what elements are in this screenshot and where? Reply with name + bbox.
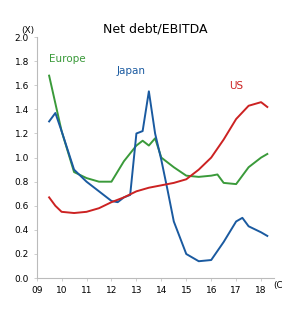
Text: (X): (X) — [21, 26, 34, 35]
Text: (CY): (CY) — [274, 281, 282, 290]
Text: Europe: Europe — [49, 53, 86, 64]
Title: Net debt/EBITDA: Net debt/EBITDA — [103, 23, 207, 36]
Text: Japan: Japan — [116, 66, 146, 76]
Text: US: US — [229, 81, 243, 91]
